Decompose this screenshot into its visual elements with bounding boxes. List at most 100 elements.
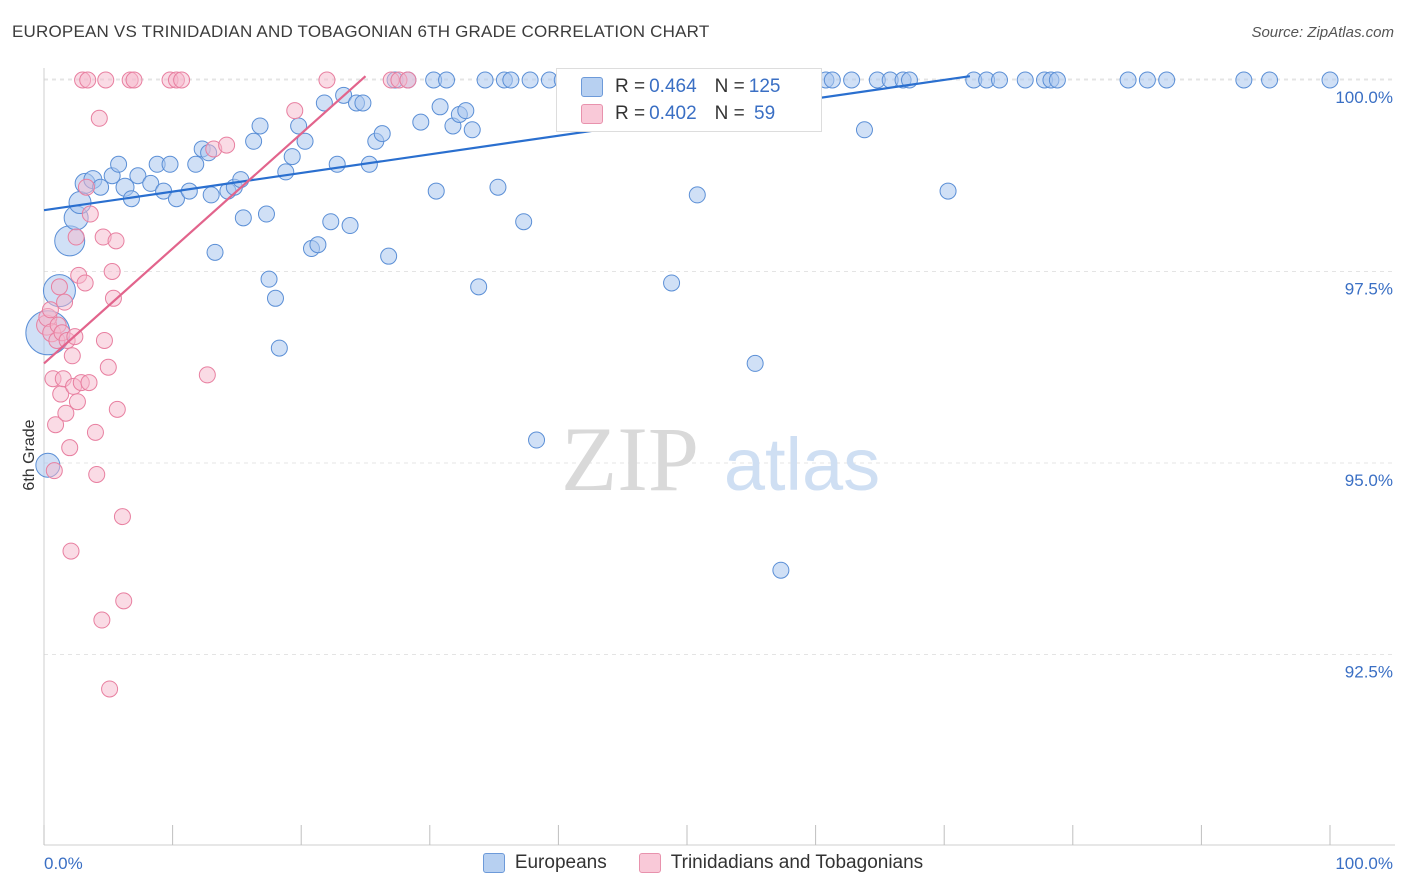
data-point-european [843, 71, 861, 89]
data-point-trinidadian [104, 289, 122, 307]
data-point-trinidadian [173, 71, 191, 89]
data-point-european [1235, 71, 1253, 89]
data-point-european [315, 94, 333, 112]
series-legend-trinidadians: Trinidadians and Tobagonians [638, 852, 924, 874]
data-point-european [266, 289, 284, 307]
x-tick-label: 0.0% [44, 854, 83, 873]
x-tick-label: 100.0% [1335, 854, 1393, 873]
data-point-trinidadian [115, 592, 133, 610]
data-point-european [373, 125, 391, 143]
watermark: ZIP atlas [561, 408, 880, 510]
data-point-european [202, 186, 220, 204]
legend-swatch-blue [581, 77, 603, 97]
chart-title: EUROPEAN VS TRINIDADIAN AND TOBAGONIAN 6… [12, 22, 710, 41]
data-point-european [457, 102, 475, 120]
tick-labels: 100.0% 97.5% 95.0% 92.5% 0.0% 100.0% [44, 88, 1393, 873]
source-label: Source: ZipAtlas.com [1251, 24, 1394, 41]
series-swatch-pink [638, 853, 661, 873]
data-point-trinidadian [63, 347, 81, 365]
data-point-european [354, 94, 372, 112]
y-tick-label: 100.0% [1335, 88, 1393, 107]
data-point-european [823, 71, 841, 89]
series-legend-europeans: Europeans [482, 852, 607, 874]
data-point-trinidadian [76, 274, 94, 292]
data-point-european [1048, 71, 1066, 89]
trend-lines [43, 75, 971, 365]
series-name-trinidadians: Trinidadians and Tobagonians [670, 852, 924, 873]
y-tick-label: 92.5% [1345, 663, 1393, 682]
data-point-european [270, 339, 288, 357]
data-point-trinidadian [125, 71, 143, 89]
data-point-european [328, 155, 346, 173]
data-point-european [1016, 71, 1034, 89]
data-point-european [260, 270, 278, 288]
data-point-european [515, 213, 533, 231]
data-point-european [476, 71, 494, 89]
data-point-trinidadian [198, 366, 216, 384]
data-point-trinidadian [57, 404, 75, 422]
data-point-european [438, 71, 456, 89]
data-point-trinidadian [81, 205, 99, 223]
data-point-trinidadian [113, 508, 131, 526]
y-tick-label: 95.0% [1345, 471, 1393, 490]
data-point-trinidadian [80, 374, 98, 392]
data-point-european [463, 121, 481, 139]
data-point-trinidadian [68, 393, 86, 411]
data-point-european [1158, 71, 1176, 89]
data-point-european [746, 354, 764, 372]
data-point-trinidadian [79, 71, 97, 89]
series-legend: Europeans Trinidadians and Tobagonians [0, 852, 1406, 874]
data-point-european [187, 155, 205, 173]
legend-r-value: 0.464 [649, 76, 697, 97]
data-point-trinidadian [50, 278, 68, 296]
data-point-european [521, 71, 539, 89]
data-point-trinidadian [103, 263, 121, 280]
data-point-european [257, 205, 275, 223]
data-point-european [309, 236, 327, 254]
legend-n-label: N = [714, 76, 745, 97]
legend: R = 0.464 N = 125 R = 0.402 N = 59 [556, 68, 822, 132]
data-point-european [431, 98, 449, 116]
data-point-trinidadian [286, 102, 304, 120]
data-point-trinidadian [88, 465, 106, 483]
data-point-trinidadian [399, 71, 417, 89]
series-name-europeans: Europeans [514, 852, 607, 873]
data-point-european [110, 155, 128, 173]
data-point-european [990, 71, 1008, 89]
data-point-european [663, 274, 681, 292]
data-point-european [296, 132, 314, 150]
axes [43, 68, 1395, 846]
data-point-trinidadian [77, 178, 95, 196]
grid-lines [44, 78, 1395, 655]
legend-n-value: 59 [748, 103, 776, 124]
data-point-european [129, 167, 147, 185]
legend-r-value: 0.402 [649, 103, 697, 124]
data-point-trinidadian [97, 71, 115, 89]
data-point-trinidadian [56, 293, 74, 311]
data-point-trinidadian [86, 423, 104, 441]
data-point-european [1119, 71, 1137, 89]
data-point-trinidadian [47, 416, 65, 434]
watermark-zip: ZIP [561, 408, 699, 510]
trend-line-trinidadians [43, 75, 367, 365]
data-point-european [939, 182, 957, 200]
data-point-european [688, 186, 706, 204]
data-point-european [251, 117, 269, 135]
data-point-trinidadian [93, 611, 111, 629]
data-point-european [142, 174, 160, 192]
data-point-european [1321, 71, 1339, 89]
data-point-european [1261, 71, 1279, 89]
data-point-european [1138, 71, 1156, 89]
data-point-european [277, 163, 295, 181]
series-swatch-blue [482, 853, 505, 873]
legend-r-label: R = [615, 103, 646, 124]
legend-row-trinidadians: R = 0.402 N = 59 [581, 102, 775, 126]
data-point-european [341, 217, 359, 235]
watermark-atlas: atlas [724, 423, 880, 506]
data-point-european [489, 178, 507, 196]
data-point-european [161, 155, 179, 173]
y-tick-label: 97.5% [1345, 280, 1393, 299]
data-point-european [245, 132, 263, 150]
data-point-european [427, 182, 445, 200]
trend-line-europeans [43, 75, 971, 212]
